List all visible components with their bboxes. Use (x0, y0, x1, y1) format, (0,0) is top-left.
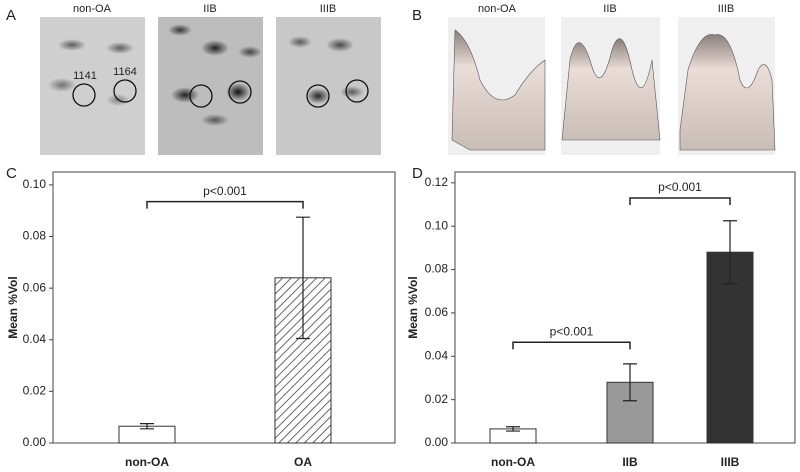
y-axis-label: Mean %Vol (406, 276, 420, 338)
y-tick-label: 0.10 (23, 177, 47, 191)
significance-label: p<0.001 (658, 180, 702, 194)
image-label: IIB (603, 3, 616, 15)
surface-plots (448, 17, 776, 155)
error-bar (296, 216, 310, 340)
x-tick-label: OA (294, 455, 312, 469)
y-tick-label: 0.00 (425, 435, 449, 449)
error-bar (623, 363, 637, 402)
plot-frame (52, 171, 396, 444)
significance-bracket (629, 197, 731, 206)
image-label: non-OA (73, 3, 112, 15)
y-tick-label: 0.08 (23, 229, 47, 243)
y-tick-label: 0.02 (23, 384, 47, 398)
image-label: IIIB (320, 3, 337, 15)
panel-letter: D (412, 165, 423, 182)
y-tick-label: 0.06 (23, 280, 47, 294)
significance-label: p<0.001 (550, 324, 594, 338)
spot-label: 1164 (113, 66, 137, 78)
panel-letter: C (6, 165, 17, 182)
error-bar (140, 423, 154, 430)
y-axis-label: Mean %Vol (6, 276, 20, 338)
y-tick-label: 0.10 (425, 218, 449, 232)
panel-letter: A (6, 7, 16, 24)
image-label: non-OA (478, 3, 517, 15)
panel-letter: B (412, 7, 422, 24)
y-tick-label: 0.04 (425, 348, 449, 362)
significance-bracket (146, 200, 304, 209)
y-tick-label: 0.12 (425, 175, 449, 189)
significance-label: p<0.001 (203, 184, 247, 198)
x-tick-label: non-OA (125, 455, 169, 469)
image-label: IIIB (718, 3, 735, 15)
y-tick-label: 0.06 (425, 305, 449, 319)
error-bar (723, 220, 737, 285)
gel-images (40, 17, 381, 155)
x-tick-label: IIB (622, 455, 638, 469)
significance-bracket (512, 341, 631, 350)
error-bar (506, 426, 520, 432)
y-tick-label: 0.04 (23, 332, 47, 346)
image-label: IIB (203, 3, 216, 15)
y-tick-label: 0.08 (425, 262, 449, 276)
y-tick-label: 0.02 (425, 392, 449, 406)
spot-label: 1141 (73, 70, 97, 82)
x-tick-label: non-OA (491, 455, 535, 469)
x-tick-label: IIIB (721, 455, 740, 469)
y-tick-label: 0.00 (23, 435, 47, 449)
